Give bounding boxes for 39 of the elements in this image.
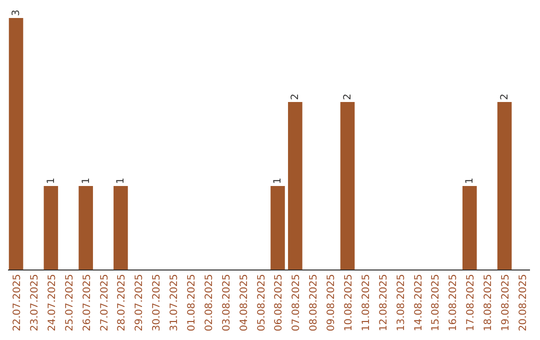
x-tick-label: 16.08.2025 bbox=[448, 274, 460, 332]
x-tick-label: 04.08.2025 bbox=[238, 274, 250, 332]
x-tick-label: 29.07.2025 bbox=[134, 274, 146, 332]
x-tick-label: 31.07.2025 bbox=[169, 274, 180, 332]
data-label: 2 bbox=[500, 94, 511, 100]
x-tick-label: 10.08.2025 bbox=[344, 274, 355, 332]
x-tick-label: 30.07.2025 bbox=[152, 274, 163, 332]
x-tick-label: 01.08.2025 bbox=[186, 274, 198, 332]
data-label: 1 bbox=[116, 178, 127, 184]
x-tick-label: 23.07.2025 bbox=[29, 274, 40, 332]
x-tick-label: 02.08.2025 bbox=[204, 274, 215, 332]
x-tick-label: 17.08.2025 bbox=[466, 274, 477, 332]
x-tick-label: 28.07.2025 bbox=[116, 274, 128, 332]
x-tick-label: 07.08.2025 bbox=[291, 274, 302, 332]
data-label: 1 bbox=[272, 178, 284, 184]
x-tick-label: 27.07.2025 bbox=[99, 274, 110, 332]
x-tick-label: 24.07.2025 bbox=[46, 274, 58, 332]
x-tick-label: 13.08.2025 bbox=[396, 274, 407, 332]
data-label: 1 bbox=[80, 178, 92, 184]
data-label: 3 bbox=[11, 10, 22, 16]
x-tick-label: 03.08.2025 bbox=[221, 274, 232, 332]
x-tick-label: 25.07.2025 bbox=[64, 274, 76, 332]
data-label: 1 bbox=[46, 178, 57, 184]
x-tick-label: 18.08.2025 bbox=[483, 274, 494, 332]
x-tick-label: 14.08.2025 bbox=[413, 274, 424, 332]
x-tick-label: 19.08.2025 bbox=[500, 274, 512, 332]
x-tick-label: 11.08.2025 bbox=[360, 274, 372, 332]
x-tick-label: 12.08.2025 bbox=[378, 274, 390, 332]
x-tick-label: 22.07.2025 bbox=[12, 274, 24, 332]
x-tick-label: 06.08.2025 bbox=[274, 274, 285, 332]
x-tick-label: 26.07.2025 bbox=[82, 274, 93, 332]
x-tick-label: 09.08.2025 bbox=[326, 274, 338, 332]
x-tick-label: 05.08.2025 bbox=[256, 274, 268, 332]
x-tick-label: 15.08.2025 bbox=[430, 274, 442, 332]
data-label: 2 bbox=[342, 94, 354, 100]
data-label: 2 bbox=[290, 94, 302, 100]
x-tick-label: 08.08.2025 bbox=[308, 274, 320, 332]
x-tick-label: 20.08.2025 bbox=[518, 274, 529, 332]
data-label: 1 bbox=[464, 178, 476, 184]
